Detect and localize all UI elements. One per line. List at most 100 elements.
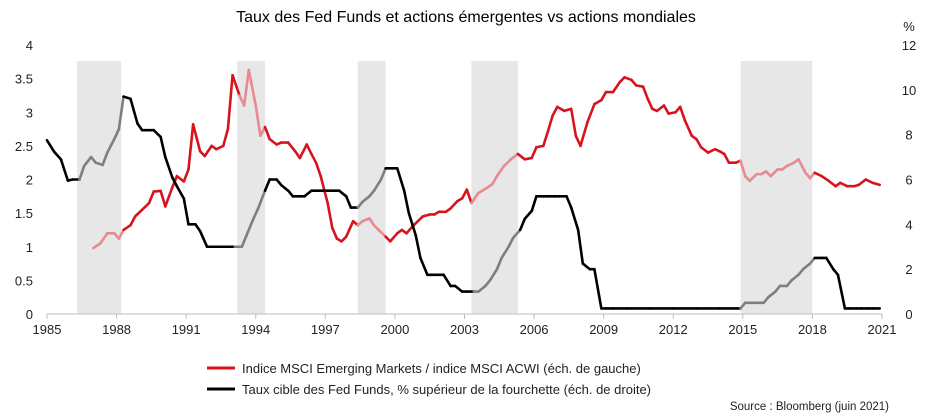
y-right-tick-4: 4	[905, 217, 912, 232]
series-0-segment-23	[226, 73, 234, 131]
series-0-segment-9	[147, 190, 155, 205]
series-0-segment-41	[326, 201, 334, 230]
series-0-segment-5	[122, 223, 132, 232]
series-0-segment-125	[797, 158, 807, 175]
shaded-band-3	[471, 61, 518, 314]
x-tick-2018: 2018	[798, 322, 827, 337]
y-right-tick-labels: 0 2 4 6 8 10 12	[902, 38, 916, 322]
series-1-segment-15	[136, 122, 144, 132]
y-left-tick-0.5: 0.5	[15, 273, 33, 288]
series-1-segment-61	[402, 189, 411, 215]
series-1-segment-44	[303, 189, 313, 198]
series-lines	[45, 68, 881, 310]
series-0-segment-88	[593, 98, 603, 106]
series-0-segment-106	[695, 137, 703, 149]
source-note: Source : Bloomberg (juin 2021)	[730, 401, 889, 413]
x-tick-1988: 1988	[102, 322, 131, 337]
series-1-segment-21	[170, 175, 179, 188]
series-1-segment-37	[263, 178, 271, 193]
series-1-segment-26	[198, 229, 209, 249]
series-0-segment-42	[330, 226, 339, 240]
series-1-segment-80	[511, 228, 522, 240]
x-tick-2021: 2021	[868, 322, 897, 337]
series-1-segment-89	[565, 195, 573, 209]
series-1-segment-11	[112, 127, 121, 141]
series-1-segment-22	[175, 184, 186, 200]
series-0-segment-111	[722, 152, 731, 164]
y-right-tick-0: 0	[905, 307, 912, 322]
y-left-tick-4: 4	[26, 38, 33, 53]
series-0-segment-86	[579, 121, 589, 148]
shaded-band-0	[77, 61, 122, 314]
series-1-segment-36	[256, 189, 267, 210]
series-1-segment-79	[507, 236, 515, 249]
series-1-segment-57	[379, 166, 387, 181]
series-0-segment-70	[484, 182, 494, 191]
series-0-segment-96	[641, 85, 650, 101]
series-0-segment-53	[388, 232, 399, 243]
series-0-segment-36	[298, 143, 309, 160]
x-tick-2012: 2012	[659, 322, 688, 337]
series-0-segment-30	[263, 125, 271, 141]
series-0-segment-71	[491, 174, 499, 186]
x-tick-2003: 2003	[450, 322, 479, 337]
series-0-segment-26	[242, 68, 251, 107]
series-1-segment-82	[523, 209, 534, 221]
series-0-segment-38	[310, 152, 318, 164]
series-0-segment-28	[254, 104, 262, 138]
y-right-tick-2: 2	[905, 262, 912, 277]
chart-title: Taux des Fed Funds et actions émergentes…	[236, 9, 696, 26]
series-1-segment-10	[106, 137, 116, 154]
series-1-segment-62	[407, 211, 418, 237]
series-0-segment-6	[129, 215, 137, 227]
series-1-segment-19	[159, 135, 167, 159]
series-0-segment-91	[611, 80, 622, 94]
series-1-segment-92	[581, 262, 592, 271]
x-tick-1991: 1991	[172, 322, 201, 337]
shaded-band-2	[357, 61, 386, 314]
series-0-segment-0	[92, 242, 102, 250]
series-1-segment-90	[569, 206, 580, 232]
series-0-segment-84	[569, 107, 578, 138]
series-0-segment-22	[221, 127, 230, 148]
series-1-segment-9	[101, 151, 109, 167]
series-1-segment-77	[495, 256, 503, 271]
series-1-segment-34	[245, 217, 255, 237]
series-0-segment-73	[502, 158, 513, 168]
series-0-segment-45	[344, 219, 355, 238]
x-tick-1985: 1985	[33, 322, 62, 337]
series-0	[92, 68, 881, 250]
series-0-segment-99	[655, 104, 666, 113]
series-0-segment-37	[305, 143, 313, 156]
x-tick-1994: 1994	[241, 322, 270, 337]
series-1-segment-40	[279, 183, 290, 193]
series-0-segment-58	[414, 215, 425, 225]
y-right-tick-10: 10	[902, 83, 916, 98]
series-0-segment-24	[231, 73, 241, 97]
series-1-segment-20	[163, 155, 174, 179]
series-1-segment-108	[767, 290, 777, 299]
series-0-segment-114	[739, 159, 747, 178]
series-1-segment-91	[576, 228, 585, 265]
series-0-segment-135	[857, 178, 868, 187]
series-0-segment-64	[449, 199, 459, 210]
series-0-segment-80	[546, 114, 554, 133]
series-1-segment-50	[337, 189, 348, 198]
y-left-tick-1: 1	[26, 240, 33, 255]
series-1-segment-78	[500, 245, 510, 260]
series-0-segment-68	[470, 191, 480, 205]
y-left-tick-3.5: 3.5	[15, 72, 33, 87]
series-0-segment-129	[820, 174, 830, 183]
series-0-segment-87	[586, 102, 596, 124]
y-left-tick-2.5: 2.5	[15, 139, 33, 154]
series-0-segment-104	[683, 119, 694, 138]
x-tick-2000: 2000	[380, 322, 409, 337]
series-1-segment-23	[182, 197, 190, 226]
series-1-segment-2	[59, 158, 70, 182]
series-0-segment-7	[133, 208, 144, 218]
series-0-segment-16	[187, 123, 195, 171]
series-0-segment-4	[117, 228, 125, 240]
series-1-segment-120	[836, 273, 847, 310]
legend-label-fedfunds: Taux cible des Fed Funds, % supérieur de…	[242, 382, 651, 397]
